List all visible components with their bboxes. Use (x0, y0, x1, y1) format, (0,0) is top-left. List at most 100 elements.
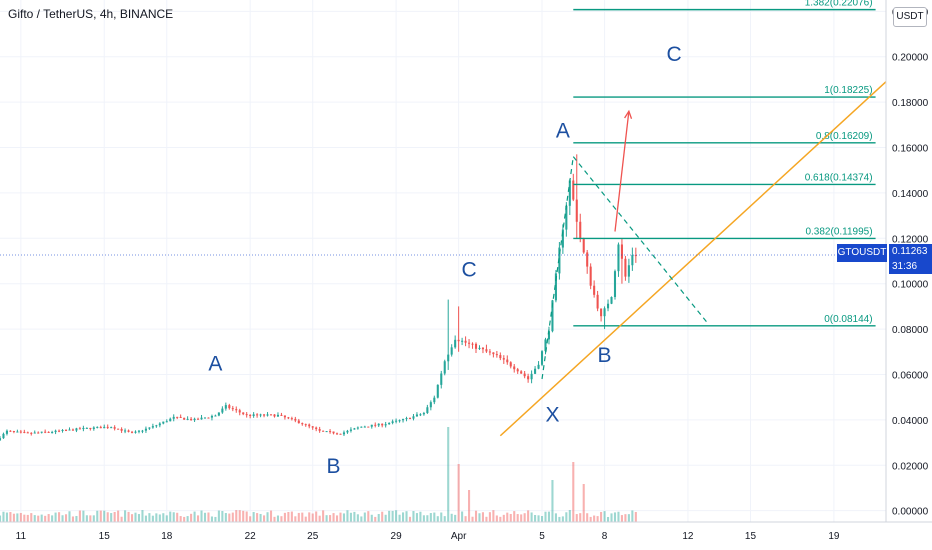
volume-bar (82, 510, 85, 522)
volume-bar (221, 511, 224, 522)
volume-bar (190, 513, 193, 522)
candle-body (523, 373, 526, 377)
volume-bar (436, 516, 439, 522)
volume-bar (224, 512, 227, 522)
volume-bar (544, 511, 547, 522)
candle-body (468, 342, 471, 344)
volume-bar (593, 515, 596, 522)
projection-arrow-head (624, 109, 633, 119)
candle-body (23, 431, 26, 433)
candle-body (294, 418, 297, 421)
candle-body (461, 340, 464, 342)
candle-body (304, 424, 307, 426)
candle-body (534, 368, 537, 374)
time-axis[interactable]: 11 15 18 22 25 29 Apr 5 8 12 15 19 (0, 521, 932, 542)
candle-body (610, 296, 613, 304)
volume-bar (342, 513, 346, 522)
candle-body (207, 417, 210, 419)
volume-bar (311, 513, 314, 522)
candle-body (631, 255, 634, 266)
candle-body (332, 431, 335, 434)
volume-bar (134, 512, 137, 522)
volume-bar (631, 510, 634, 522)
currency-button[interactable]: USDT (893, 7, 927, 27)
candle-body (106, 426, 109, 428)
candle-body (117, 428, 120, 430)
candle-body (492, 352, 495, 355)
volume-bar (162, 513, 165, 522)
candle-body (565, 205, 568, 230)
volume-bar (509, 513, 512, 522)
volume-bar (596, 516, 599, 522)
volume-bar (422, 515, 425, 522)
volume-bar (96, 510, 99, 522)
volume-bar (537, 515, 540, 522)
dashed-trendline (541, 156, 574, 380)
candle-body (377, 423, 380, 426)
candle-body (141, 430, 144, 432)
wave-label-a: A (556, 119, 570, 142)
candle-body (58, 430, 61, 432)
candlesticks (0, 154, 637, 441)
candle-body (110, 427, 113, 429)
volume-bar (137, 514, 141, 522)
candle-body (325, 431, 328, 433)
volume-bar (325, 515, 328, 522)
volume-bar (110, 513, 113, 522)
candle-body (245, 414, 248, 416)
candle-body (558, 247, 561, 274)
time-tick-label: 15 (745, 531, 757, 542)
volume-bar (391, 510, 394, 522)
candle-body (64, 429, 68, 431)
wave-labels: A B C X A B C (208, 43, 681, 478)
volume-bar (534, 514, 537, 522)
candle-body (162, 421, 165, 424)
candle-body (527, 376, 530, 380)
time-tick-label: 12 (682, 531, 694, 542)
candle-body (134, 431, 137, 433)
volume-bar (540, 516, 544, 522)
candle-body (71, 429, 75, 431)
volume-bar (485, 516, 488, 522)
candle-body (40, 431, 43, 433)
volume-bar (47, 514, 50, 522)
volume-bar (44, 515, 47, 522)
candle-body (85, 427, 88, 429)
candle-body (422, 413, 425, 415)
volume-bar (582, 484, 585, 522)
candle-body (634, 255, 637, 257)
candle-body (544, 339, 547, 352)
volume-bar (408, 516, 412, 522)
volume-bar (120, 516, 123, 522)
candle-body (242, 412, 245, 415)
volume-bar (363, 512, 366, 522)
candle-body (158, 423, 161, 426)
candle-body (197, 418, 200, 420)
volume-bar (349, 512, 352, 522)
candle-body (516, 369, 519, 372)
candle-body (61, 429, 64, 431)
candle-body (280, 414, 283, 416)
candle-body (315, 427, 318, 430)
candle-body (276, 414, 280, 417)
candle-body (540, 351, 544, 365)
volume-bar (634, 512, 637, 522)
volume-bar (624, 514, 627, 522)
candle-body (44, 431, 47, 433)
volume-bar (51, 515, 54, 522)
candle-body (151, 426, 154, 428)
last-price-box: 0.11263 31:36 (889, 244, 932, 274)
candle-body (554, 273, 557, 301)
volume-bar (54, 512, 57, 522)
volume-bar (71, 516, 75, 522)
candle-body (391, 421, 394, 423)
time-tick-label: 25 (307, 531, 319, 542)
candle-body (405, 418, 408, 420)
volume-bar (155, 513, 158, 522)
candle-body (30, 432, 33, 434)
volume-bar (478, 513, 481, 522)
candle-body (165, 421, 168, 423)
volume-bar (172, 512, 175, 522)
candle-body (103, 426, 106, 429)
